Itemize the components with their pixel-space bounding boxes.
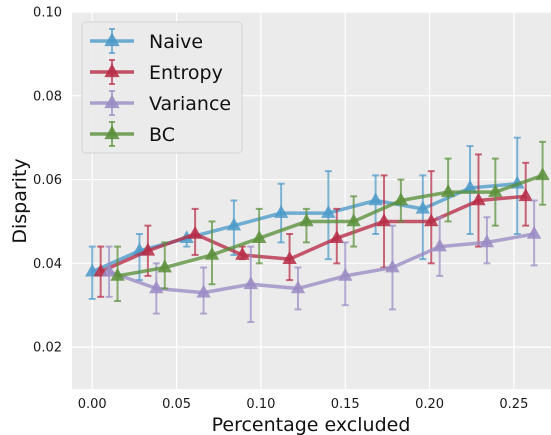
data-point-marker bbox=[535, 167, 550, 181]
legend-box bbox=[81, 21, 243, 154]
data-point-marker bbox=[479, 234, 495, 248]
data-point-marker bbox=[393, 192, 409, 206]
legend-label-bc: BC bbox=[149, 124, 175, 146]
x-tick-label: 0.20 bbox=[415, 397, 444, 412]
data-point-marker bbox=[432, 238, 447, 252]
data-point-marker bbox=[424, 213, 439, 227]
data-point-marker bbox=[282, 251, 297, 264]
x-tick-labels: 0.00 0.05 0.10 0.15 0.20 0.25 bbox=[78, 397, 529, 412]
data-point-marker bbox=[110, 267, 125, 281]
legend: Naive Entropy Variance BC bbox=[81, 21, 243, 154]
y-tick-label: 0.02 bbox=[33, 341, 62, 356]
series-group bbox=[85, 136, 550, 323]
data-point-marker bbox=[101, 263, 117, 277]
data-point-marker bbox=[187, 226, 203, 239]
data-point-marker bbox=[299, 213, 314, 227]
data-point-marker bbox=[338, 267, 353, 281]
data-point-marker bbox=[149, 280, 164, 294]
x-axis-title: Percentage excluded bbox=[212, 414, 411, 435]
legend-label-naive: Naive bbox=[149, 31, 203, 53]
y-axis-title: Disparity bbox=[9, 158, 31, 243]
data-point-marker bbox=[440, 184, 456, 197]
data-point-marker bbox=[290, 280, 306, 294]
data-point-marker bbox=[415, 200, 431, 214]
data-point-marker bbox=[368, 192, 383, 206]
series-line bbox=[99, 194, 526, 274]
y-tick-label: 0.08 bbox=[33, 89, 62, 104]
series-line bbox=[108, 232, 535, 295]
legend-marker bbox=[104, 63, 120, 78]
data-point-marker bbox=[321, 205, 336, 218]
y-tick-label: 0.10 bbox=[33, 6, 62, 21]
data-point-marker bbox=[252, 230, 267, 243]
data-point-marker bbox=[140, 242, 156, 256]
y-tick-label: 0.04 bbox=[33, 257, 62, 272]
series-line bbox=[117, 173, 544, 278]
data-point-marker bbox=[273, 205, 289, 218]
legend-label-variance: Variance bbox=[149, 93, 231, 115]
legend-marker bbox=[104, 32, 120, 47]
data-point-marker bbox=[385, 259, 400, 273]
legend-label-entropy: Entropy bbox=[149, 62, 223, 84]
data-point-marker bbox=[157, 259, 172, 273]
data-point-marker bbox=[235, 246, 250, 260]
data-point-marker bbox=[376, 213, 392, 227]
data-point-marker bbox=[526, 226, 542, 239]
data-point-marker bbox=[204, 246, 220, 260]
data-point-marker bbox=[329, 230, 344, 243]
x-tick-label: 0.15 bbox=[331, 397, 360, 412]
y-tick-label: 0.06 bbox=[33, 173, 62, 188]
x-tick-label: 0.05 bbox=[162, 397, 191, 412]
data-point-marker bbox=[462, 179, 478, 193]
grid-lines bbox=[72, 11, 551, 389]
data-point-marker bbox=[243, 276, 258, 290]
data-point-marker bbox=[196, 284, 211, 298]
data-point-marker bbox=[471, 192, 486, 206]
data-point-marker bbox=[226, 217, 242, 231]
data-point-marker bbox=[518, 188, 533, 202]
series-bc bbox=[110, 140, 550, 303]
legend-marker bbox=[104, 125, 120, 140]
data-point-marker bbox=[346, 213, 361, 227]
x-tick-label: 0.10 bbox=[246, 397, 275, 412]
series-variance bbox=[101, 199, 542, 323]
legend-marker bbox=[104, 94, 120, 109]
y-tick-labels: 0.02 0.04 0.06 0.08 0.10 bbox=[33, 6, 62, 356]
data-point-marker bbox=[488, 184, 503, 197]
x-tick-label: 0.00 bbox=[78, 397, 107, 412]
x-tick-label: 0.25 bbox=[499, 397, 528, 412]
